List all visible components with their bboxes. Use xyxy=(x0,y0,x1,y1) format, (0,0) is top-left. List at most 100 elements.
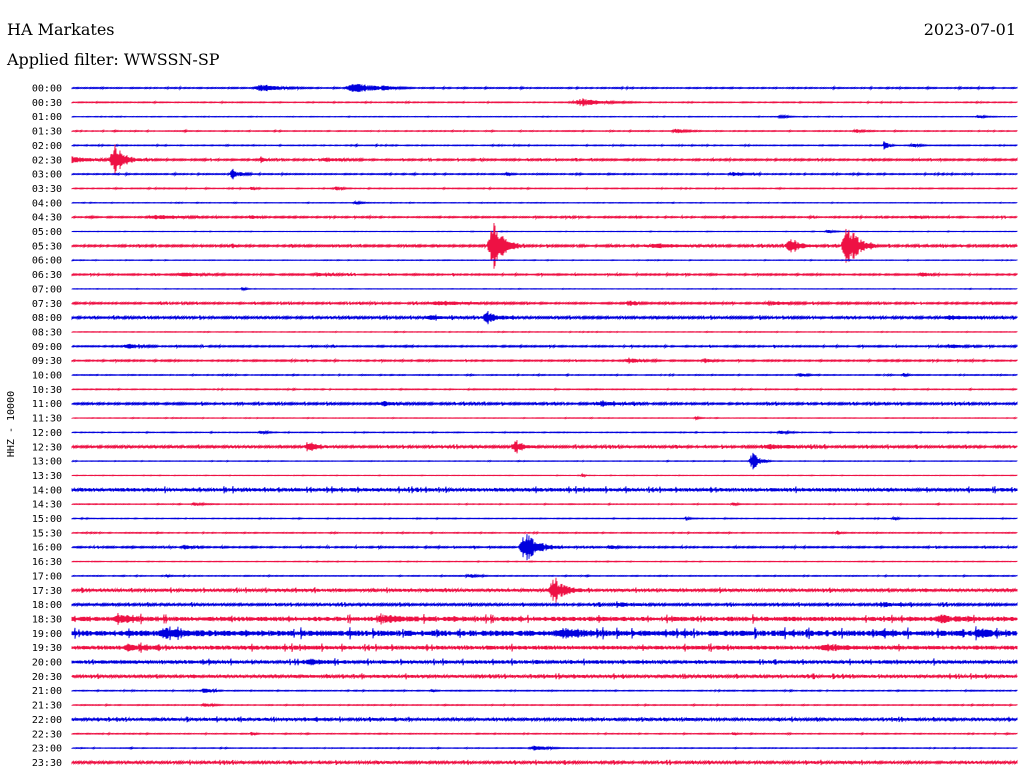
trace-0300 xyxy=(71,168,1018,180)
time-label-0230: 02:30 xyxy=(32,155,62,166)
trace-2230 xyxy=(71,731,1018,736)
trace-0130 xyxy=(71,128,1018,134)
time-label-1600: 16:00 xyxy=(32,543,62,554)
trace-2300 xyxy=(71,745,1018,751)
time-label-0700: 07:00 xyxy=(32,284,62,295)
trace-1300 xyxy=(71,452,1018,470)
trace-1930 xyxy=(71,642,1018,653)
trace-0600 xyxy=(71,258,1018,262)
time-label-1900: 19:00 xyxy=(32,629,62,640)
time-label-2000: 20:00 xyxy=(32,658,62,669)
trace-0200 xyxy=(71,141,1018,150)
trace-2100 xyxy=(71,687,1018,694)
filter-label: Applied filter: WWSSN-SP xyxy=(7,50,220,69)
time-label-1730: 17:30 xyxy=(32,586,62,597)
trace-1530 xyxy=(71,530,1018,536)
trace-2200 xyxy=(71,716,1018,723)
time-label-1800: 18:00 xyxy=(32,600,62,611)
time-label-0800: 08:00 xyxy=(32,313,62,324)
time-label-1530: 15:30 xyxy=(32,528,62,539)
trace-0230 xyxy=(71,144,1018,175)
time-label-1430: 14:30 xyxy=(32,500,62,511)
time-label-1700: 17:00 xyxy=(32,571,62,582)
trace-0400 xyxy=(71,199,1018,206)
trace-1900 xyxy=(71,626,1018,641)
trace-1100 xyxy=(71,400,1018,408)
trace-1600 xyxy=(71,534,1018,561)
trace-1500 xyxy=(71,515,1018,522)
trace-0100 xyxy=(71,114,1018,120)
trace-1400 xyxy=(71,486,1018,494)
time-label-2300: 23:00 xyxy=(32,744,62,755)
trace-0730 xyxy=(71,300,1018,307)
trace-1000 xyxy=(71,372,1018,378)
time-label-1830: 18:30 xyxy=(32,614,62,625)
time-label-2330: 23:30 xyxy=(32,758,62,769)
trace-0900 xyxy=(71,343,1018,350)
time-label-2230: 22:30 xyxy=(32,729,62,740)
trace-1200 xyxy=(71,429,1018,436)
trace-1730 xyxy=(71,577,1018,603)
station-title: HA Markates xyxy=(7,20,115,39)
time-label-0330: 03:30 xyxy=(32,184,62,195)
time-label-0530: 05:30 xyxy=(32,241,62,252)
trace-1800 xyxy=(71,601,1018,608)
trace-0930 xyxy=(71,357,1018,364)
trace-1230 xyxy=(71,440,1018,454)
trace-0500 xyxy=(71,229,1018,234)
time-label-0130: 01:30 xyxy=(32,127,62,138)
trace-1430 xyxy=(71,501,1018,507)
time-label-0200: 02:00 xyxy=(32,141,62,152)
time-label-0930: 09:30 xyxy=(32,356,62,367)
trace-2330 xyxy=(71,759,1018,766)
time-label-1300: 13:00 xyxy=(32,457,62,468)
trace-1130 xyxy=(71,415,1018,421)
time-label-1500: 15:00 xyxy=(32,514,62,525)
time-label-1930: 19:30 xyxy=(32,643,62,654)
time-label-1030: 10:30 xyxy=(32,385,62,396)
time-label-0900: 09:00 xyxy=(32,342,62,353)
date-label: 2023-07-01 xyxy=(923,20,1016,39)
time-label-1000: 10:00 xyxy=(32,371,62,382)
time-label-0300: 03:00 xyxy=(32,170,62,181)
time-label-0000: 00:00 xyxy=(32,84,62,95)
time-label-2200: 22:00 xyxy=(32,715,62,726)
time-label-1200: 12:00 xyxy=(32,428,62,439)
trace-0030 xyxy=(71,98,1018,107)
time-label-1100: 11:00 xyxy=(32,399,62,410)
trace-1330 xyxy=(71,472,1018,478)
time-label-0030: 00:30 xyxy=(32,98,62,109)
time-label-1330: 13:30 xyxy=(32,471,62,482)
time-label-2130: 21:30 xyxy=(32,701,62,712)
trace-0430 xyxy=(71,214,1018,221)
time-label-1230: 12:30 xyxy=(32,442,62,453)
trace-0830 xyxy=(71,330,1018,334)
time-label-2030: 20:30 xyxy=(32,672,62,683)
trace-2000 xyxy=(71,658,1018,666)
trace-0530 xyxy=(71,222,1018,269)
time-label-1130: 11:30 xyxy=(32,414,62,425)
trace-0330 xyxy=(71,186,1018,192)
time-label-0500: 05:00 xyxy=(32,227,62,238)
time-label-2100: 21:00 xyxy=(32,686,62,697)
trace-0700 xyxy=(71,286,1018,292)
time-label-0100: 01:00 xyxy=(32,112,62,123)
trace-2130 xyxy=(71,702,1018,708)
time-label-0630: 06:30 xyxy=(32,270,62,281)
time-label-0730: 07:30 xyxy=(32,299,62,310)
trace-0630 xyxy=(71,271,1018,278)
trace-1830 xyxy=(71,613,1018,625)
time-label-0830: 08:30 xyxy=(32,327,62,338)
time-label-0430: 04:30 xyxy=(32,213,62,224)
time-label-1630: 16:30 xyxy=(32,557,62,568)
trace-0000 xyxy=(71,83,1018,93)
trace-1030 xyxy=(71,387,1018,392)
trace-1700 xyxy=(71,573,1018,579)
time-label-0600: 06:00 xyxy=(32,256,62,267)
trace-2030 xyxy=(71,673,1018,680)
time-label-0400: 04:00 xyxy=(32,198,62,209)
time-label-1400: 14:00 xyxy=(32,485,62,496)
trace-0800 xyxy=(71,310,1018,325)
trace-1630 xyxy=(71,559,1018,564)
